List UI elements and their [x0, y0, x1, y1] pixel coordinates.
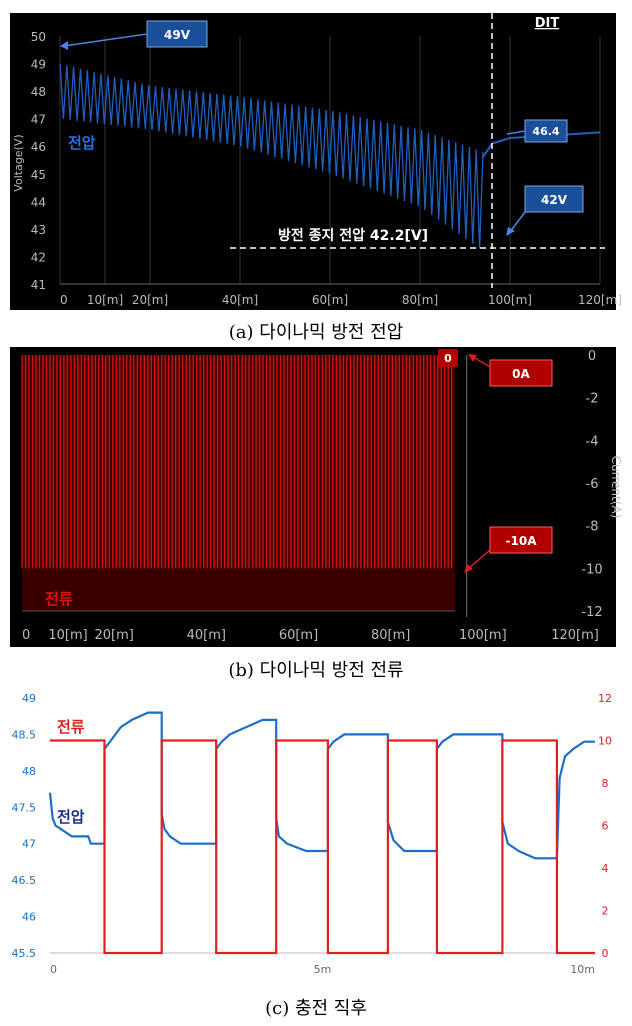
callout-minus10a: -10A	[464, 526, 553, 573]
callout-49v: 49V	[60, 20, 208, 50]
caption-b: (b) 다이나믹 방전 전류	[228, 660, 404, 681]
right-tick-label: 10	[598, 735, 612, 748]
left-tick-label: 47.5	[12, 801, 37, 814]
left-tick-label: 46	[22, 911, 36, 924]
y-tick-label: -12	[581, 605, 602, 620]
cutoff-voltage-label: 방전 종지 전압 42.2[V]	[278, 227, 428, 244]
x-tick-label: 0	[22, 628, 30, 643]
current-y-axis-label: Current(A)	[609, 456, 623, 519]
current-chart-y-ticks: 0 -2 -4 -6 -8 -10 -12	[581, 349, 602, 620]
voltage-chart-x-ticks: 0 10[m] 20[m] 40[m] 60[m] 80[m] 100[m] 120[m]	[60, 293, 622, 307]
charge-series	[48, 711, 595, 955]
voltage-pulse-line	[59, 63, 484, 249]
current-pulse-line	[21, 355, 453, 569]
x-tick-label: 10m	[570, 963, 595, 976]
svg-text:0: 0	[444, 352, 452, 365]
x-tick-label: 120[m]	[551, 628, 599, 643]
right-tick-label: 12	[598, 692, 612, 705]
callout-42v: 42V	[506, 185, 584, 236]
right-tick-label: 8	[602, 777, 609, 790]
charge-current-line	[50, 739, 595, 955]
y-tick-label: -2	[586, 392, 599, 407]
svg-text:46.4: 46.4	[532, 125, 559, 138]
right-tick-label: 2	[602, 905, 609, 918]
x-tick-label: 80[m]	[371, 628, 410, 643]
x-tick-label: 0	[50, 963, 57, 976]
charge-current-label: 전류	[57, 718, 85, 736]
left-tick-label: 45.5	[12, 947, 37, 960]
x-tick-label: 5m	[314, 963, 332, 976]
y-tick-label: 49	[31, 58, 46, 72]
x-tick-label: 60[m]	[279, 628, 318, 643]
x-tick-label: 60[m]	[312, 293, 348, 307]
svg-text:0A: 0A	[512, 367, 530, 381]
voltage-series-label: 전압	[68, 134, 96, 152]
caption-a: (a) 다이나믹 방전 전압	[228, 322, 404, 343]
charge-chart-right-ticks: 0 2 4 6 8 10 12	[598, 692, 612, 960]
x-tick-label: 40[m]	[187, 628, 226, 643]
y-tick-label: 41	[31, 278, 46, 292]
voltage-chart-background	[10, 13, 616, 310]
y-tick-label: -8	[586, 520, 599, 535]
x-tick-label: 20[m]	[132, 293, 168, 307]
charge-chart-x-ticks: 0 5m 10m	[50, 963, 595, 976]
current-chart-panel: 0 -2 -4 -6 -8 -10 -12 0 10[m] 20[m] 40[m] 60[m] 80[…	[10, 347, 623, 647]
right-tick-label: 0	[602, 947, 609, 960]
voltage-recovery-line	[482, 131, 601, 158]
y-tick-label: 43	[31, 223, 46, 237]
y-tick-label: -6	[586, 477, 599, 492]
charge-chart-left-ticks: 45.5 46 46.5 47 47.5 48 48.5 49	[12, 692, 37, 960]
left-tick-label: 48	[22, 765, 36, 778]
left-tick-label: 47	[22, 838, 36, 851]
svg-text:42V: 42V	[541, 193, 568, 207]
y-tick-label: 45	[31, 168, 46, 182]
x-tick-label: 20[m]	[94, 628, 133, 643]
current-series	[21, 355, 453, 569]
x-tick-label: 120[m]	[578, 293, 622, 307]
svg-text:-10A: -10A	[506, 534, 538, 548]
y-tick-label: -10	[581, 562, 602, 577]
x-tick-label: 0	[60, 293, 68, 307]
right-tick-label: 4	[602, 862, 609, 875]
x-tick-label: 100[m]	[488, 293, 532, 307]
left-tick-label: 48.5	[12, 728, 37, 741]
right-tick-label: 6	[602, 820, 609, 833]
voltage-chart-y-ticks: 41 42 43 44 45 46 47 48 49 50	[31, 30, 46, 292]
y-tick-label: 46	[31, 140, 46, 154]
y-tick-label: 44	[31, 195, 46, 209]
y-tick-label: -4	[586, 434, 599, 449]
y-tick-label: 0	[588, 349, 596, 364]
x-tick-label: 80[m]	[402, 293, 438, 307]
voltage-series	[59, 63, 601, 249]
callout-0a: 0A	[468, 354, 553, 387]
x-tick-label: 40[m]	[222, 293, 258, 307]
voltage-y-axis-label: Voltage(V)	[12, 134, 25, 191]
voltage-chart-panel: 41 42 43 44 45 46 47 48 49 50 0 10[m] 20[m] 40[m] 60[…	[10, 13, 622, 310]
current-chart-x-ticks: 0 10[m] 20[m] 40[m] 60[m] 80[m] 100[m] 120[m]	[22, 628, 599, 643]
svg-text:49V: 49V	[164, 28, 191, 42]
x-tick-label: 100[m]	[459, 628, 507, 643]
x-tick-label: 10[m]	[48, 628, 87, 643]
callout-zero: 0	[438, 349, 458, 367]
charge-voltage-label: 전압	[57, 808, 85, 826]
y-tick-label: 50	[31, 30, 46, 44]
current-series-label: 전류	[45, 590, 73, 608]
y-tick-label: 47	[31, 113, 46, 127]
y-tick-label: 48	[31, 85, 46, 99]
y-tick-label: 42	[31, 250, 46, 264]
left-tick-label: 49	[22, 692, 36, 705]
caption-c: (c) 충전 직후	[265, 998, 367, 1019]
x-tick-label: 10[m]	[87, 293, 123, 307]
callout-46-4: 46.4	[506, 119, 568, 143]
left-tick-label: 46.5	[12, 874, 37, 887]
dit-label: DIT	[535, 16, 560, 31]
